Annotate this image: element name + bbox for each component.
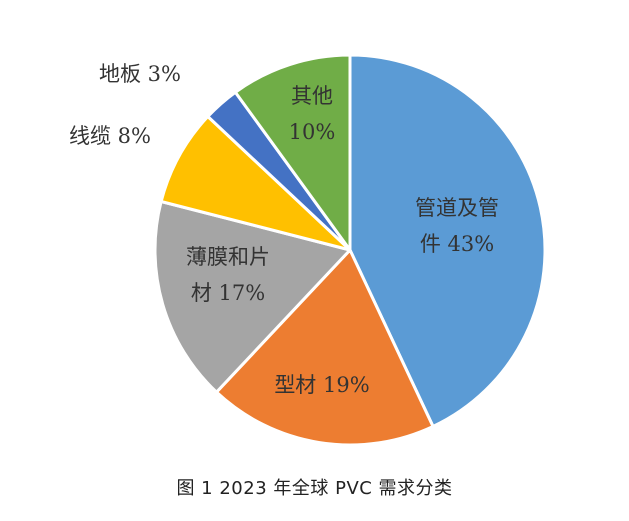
slice-label-line: 线缆 8% [69, 124, 151, 148]
slice-label-line: 地板 3% [99, 62, 181, 86]
slice-label-1: 管道及管件 43% [415, 196, 499, 256]
slice-label-line: 薄膜和片 [186, 245, 270, 269]
slice-label-line: 10% [289, 120, 336, 144]
slice-label-line: 件 43% [420, 232, 494, 256]
pie-slice-4 [159, 115, 352, 252]
slice-label-5: 地板 3% [99, 62, 181, 86]
slice-label-2: 型材 19% [274, 373, 369, 397]
slice-label-4: 线缆 8% [69, 124, 151, 148]
pie-slice-3 [153, 200, 352, 394]
pie-slices [153, 53, 547, 447]
pie-labels: 管道及管件 43% 型材 19% 薄膜和片材 17% 线缆 8% 地板 3% 其他 10% [69, 62, 499, 397]
pie-chart: 管道及管件 43% 型材 19% 薄膜和片材 17% 线缆 8% 地板 3% 其他 10% [69, 53, 547, 447]
slice-label-line: 材 17% [191, 281, 265, 305]
slice-label-line: 型材 19% [274, 373, 369, 397]
slice-label-line: 管道及管 [415, 196, 499, 220]
figure-caption: 图 1 2023 年全球 PVC 需求分类 [176, 478, 453, 499]
slice-label-3: 薄膜和片材 17% [186, 245, 270, 305]
slice-label-line: 其他 [291, 84, 333, 108]
slice-label-6: 其他 10% [289, 84, 336, 144]
pie-slice-2 [215, 248, 435, 447]
pie-slice-6 [233, 53, 352, 252]
pie-slice-1 [348, 53, 547, 428]
